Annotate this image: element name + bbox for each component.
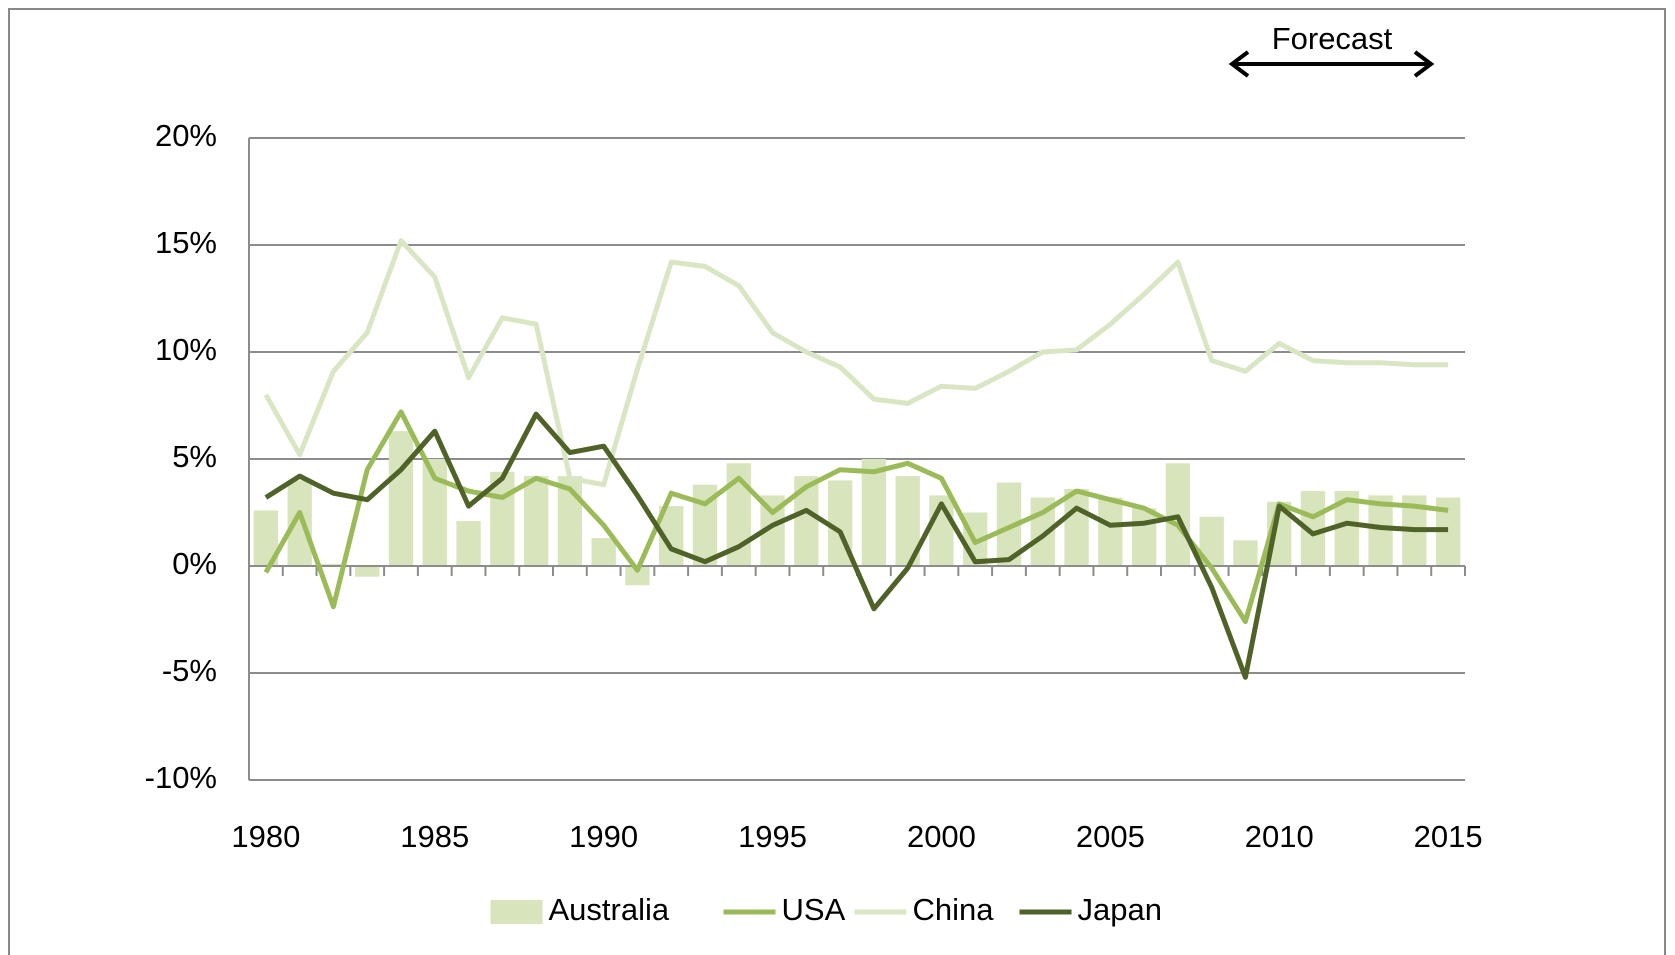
y-tick-label: -10% bbox=[145, 760, 217, 795]
legend-label: Japan bbox=[1078, 892, 1162, 927]
legend-label: China bbox=[913, 892, 995, 927]
line bbox=[264, 411, 1449, 680]
legend-label: Australia bbox=[549, 892, 670, 927]
bar bbox=[1368, 495, 1393, 566]
bar bbox=[523, 476, 549, 566]
x-tick-label: 2000 bbox=[907, 819, 976, 854]
x-tick-label: 2005 bbox=[1076, 819, 1145, 854]
line bbox=[263, 238, 1449, 488]
bar bbox=[861, 459, 887, 566]
y-tick-label: 5% bbox=[172, 439, 217, 474]
y-tick-label: -5% bbox=[162, 653, 217, 688]
y-tick-label: 15% bbox=[155, 225, 217, 260]
bar bbox=[355, 566, 380, 577]
y-tick-label: 10% bbox=[155, 332, 217, 367]
forecast-arrow bbox=[1228, 50, 1435, 78]
x-tick-label: 1995 bbox=[738, 819, 807, 854]
y-tick-label: 20% bbox=[155, 118, 217, 153]
bar bbox=[388, 431, 414, 566]
x-tick-label: 1990 bbox=[569, 819, 638, 854]
bar bbox=[456, 521, 481, 566]
bar bbox=[1233, 540, 1258, 566]
bar bbox=[321, 563, 346, 566]
x-tick-label: 2010 bbox=[1245, 819, 1314, 854]
x-tick-label: 1985 bbox=[400, 819, 469, 854]
legend-label: USA bbox=[782, 892, 846, 927]
bar bbox=[591, 538, 616, 566]
bar bbox=[1064, 488, 1089, 566]
legend-swatch bbox=[490, 900, 543, 924]
x-tick-label: 1980 bbox=[231, 819, 300, 854]
x-tick-label: 2015 bbox=[1414, 819, 1483, 854]
annotation: Forecast bbox=[1272, 21, 1393, 56]
y-tick-label: 0% bbox=[172, 546, 217, 581]
bar bbox=[1098, 497, 1123, 566]
bar bbox=[1131, 508, 1157, 566]
bar bbox=[625, 566, 650, 586]
